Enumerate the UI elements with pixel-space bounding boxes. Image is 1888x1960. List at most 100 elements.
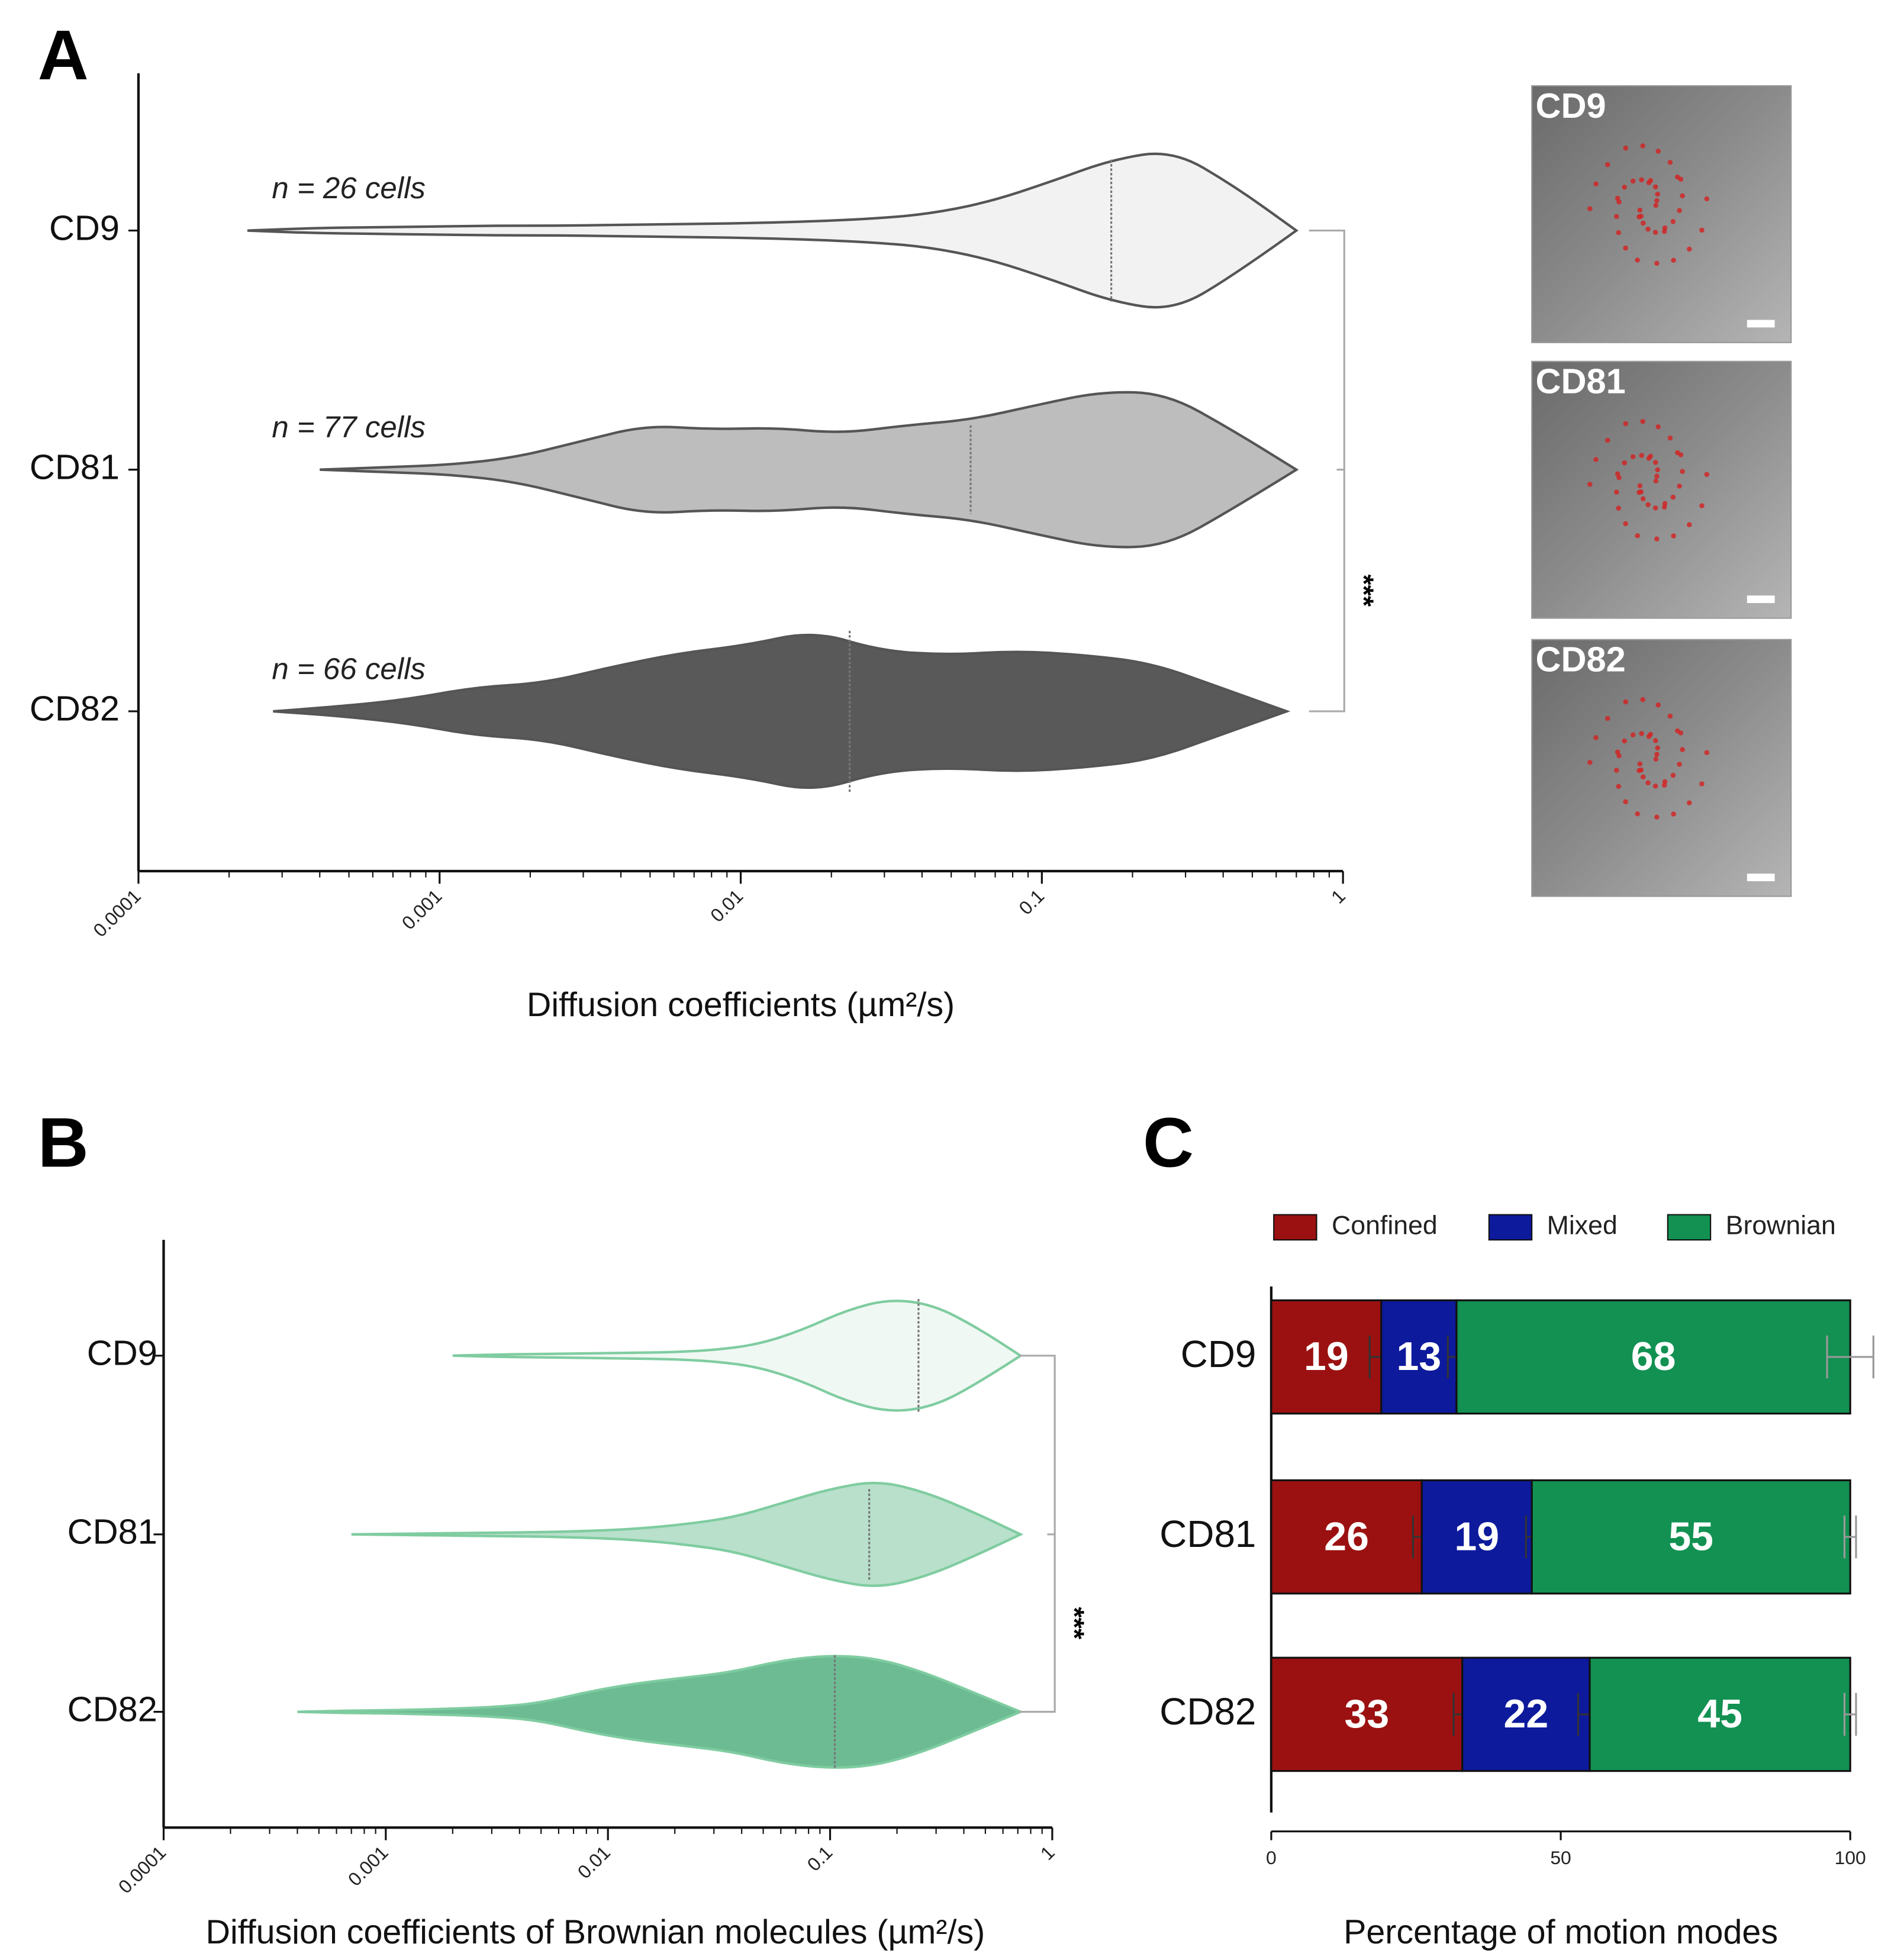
localization <box>1635 257 1640 263</box>
category-label: CD9 <box>87 1333 157 1373</box>
localization <box>1638 489 1644 495</box>
error-bar <box>1826 1335 1874 1379</box>
bar-segment <box>1270 1299 1383 1415</box>
localization <box>1653 738 1658 743</box>
violin <box>247 152 1299 309</box>
bar-segment <box>1589 1656 1851 1772</box>
localization <box>1637 483 1643 489</box>
violin <box>273 633 1291 789</box>
category-label: CD82 <box>67 1689 157 1729</box>
localization <box>1622 185 1627 190</box>
localization <box>1655 467 1660 473</box>
localization <box>1616 199 1622 205</box>
micrograph-label: CD9 <box>1536 86 1606 125</box>
localization <box>1680 193 1685 199</box>
localization <box>1653 756 1659 762</box>
significance-bracket <box>1019 1355 1056 1713</box>
value-label: 22 <box>1504 1691 1549 1736</box>
localization <box>1677 208 1682 214</box>
localization <box>1622 738 1627 744</box>
bar-segment <box>1420 1479 1533 1595</box>
localization <box>1653 184 1658 190</box>
localization <box>1667 713 1673 719</box>
localization <box>1614 489 1619 495</box>
x-tick-label: 1 <box>1036 1842 1059 1864</box>
localization <box>1675 728 1680 734</box>
localization <box>1605 162 1610 167</box>
localization <box>1616 784 1621 789</box>
x-tick-label: 0.0001 <box>89 885 144 941</box>
localization <box>1677 762 1682 767</box>
value-label: 19 <box>1454 1514 1499 1559</box>
micrograph-label: CD81 <box>1536 362 1626 401</box>
localization <box>1704 750 1710 756</box>
localization <box>1680 747 1685 752</box>
violin <box>297 1655 1024 1769</box>
localization <box>1639 453 1644 458</box>
localization <box>1671 533 1676 539</box>
value-label: 13 <box>1397 1334 1442 1379</box>
annotation: n = 77 cells <box>272 410 426 444</box>
localization <box>1623 421 1629 427</box>
localization <box>1655 191 1660 197</box>
value-label: 19 <box>1304 1334 1349 1379</box>
localization <box>1616 475 1622 481</box>
bar-segment <box>1461 1656 1591 1772</box>
violin <box>320 391 1299 549</box>
localization <box>1646 180 1652 186</box>
scale-bar <box>1747 320 1775 328</box>
x-axis-label: Diffusion coefficients of Brownian molec… <box>206 1913 985 1951</box>
x-tick-label: 1 <box>1327 885 1349 908</box>
localization <box>1623 245 1628 251</box>
localization <box>1640 418 1645 424</box>
localization <box>1670 772 1676 778</box>
localization <box>1654 536 1660 542</box>
localization <box>1677 483 1682 489</box>
localization <box>1655 702 1661 708</box>
panel-letter: A <box>38 16 89 95</box>
localization <box>1675 175 1680 180</box>
localization <box>1653 460 1658 465</box>
significance-label: *** <box>1349 574 1380 607</box>
localization <box>1635 811 1640 817</box>
x-axis-label: Diffusion coefficients (µm²/s) <box>527 986 955 1024</box>
micrograph <box>1531 360 1792 619</box>
violin <box>452 1300 1023 1412</box>
localization <box>1640 774 1646 780</box>
localization <box>1616 753 1622 759</box>
category-label: CD9 <box>1181 1333 1256 1375</box>
localization <box>1699 781 1705 786</box>
legend-label: Mixed <box>1547 1211 1618 1240</box>
category-label: CD82 <box>30 689 120 728</box>
localization <box>1616 230 1621 236</box>
localization <box>1655 424 1661 430</box>
value-label: 55 <box>1668 1514 1713 1559</box>
localization <box>1614 768 1619 773</box>
legend-label: Confined <box>1332 1211 1438 1240</box>
x-tick-label: 0.1 <box>803 1842 837 1875</box>
violin <box>351 1481 1024 1587</box>
localization <box>1623 799 1628 805</box>
localization <box>1655 149 1661 154</box>
localization <box>1687 800 1692 805</box>
panel-letter: B <box>38 1103 89 1182</box>
localization <box>1614 214 1619 220</box>
category-label: CD81 <box>1159 1513 1256 1555</box>
localization <box>1671 811 1676 817</box>
localization <box>1638 214 1644 219</box>
localization <box>1655 745 1660 751</box>
localization <box>1652 230 1658 235</box>
significance-bracket <box>1309 229 1345 713</box>
x-tick-label: 0 <box>1266 1847 1277 1868</box>
error-bar <box>1843 1515 1857 1559</box>
localization <box>1675 450 1680 456</box>
annotation: n = 26 cells <box>272 171 426 205</box>
localization <box>1640 496 1646 502</box>
localization <box>1653 202 1659 208</box>
localization <box>1670 219 1676 224</box>
localization <box>1639 177 1644 183</box>
category-label: CD82 <box>1159 1690 1256 1733</box>
localization <box>1699 503 1705 508</box>
localization <box>1687 246 1692 252</box>
